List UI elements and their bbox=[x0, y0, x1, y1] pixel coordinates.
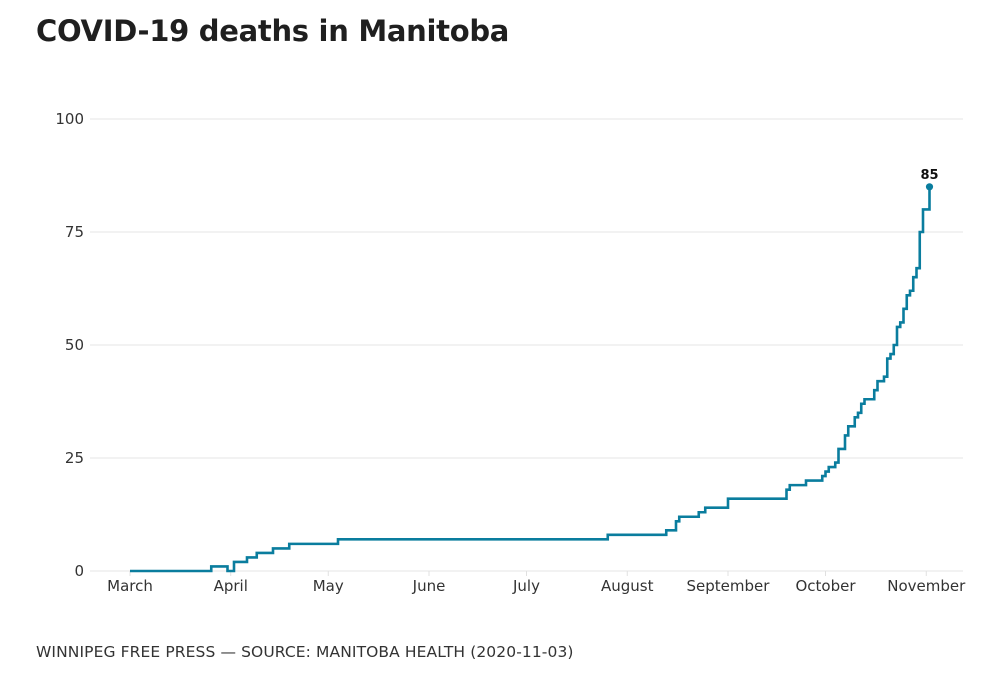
last-value-label: 85 bbox=[920, 168, 938, 183]
x-tick-label: July bbox=[512, 577, 540, 595]
annotations: 85 bbox=[920, 168, 939, 191]
y-tick-label: 100 bbox=[55, 110, 84, 128]
x-tick-label: March bbox=[107, 577, 153, 595]
y-tick-label: 75 bbox=[65, 223, 84, 241]
x-tick-label: May bbox=[313, 577, 344, 595]
x-tick-label: October bbox=[795, 577, 856, 595]
gridlines bbox=[90, 118, 963, 572]
x-tick-label: June bbox=[412, 577, 446, 595]
x-tick-label: April bbox=[214, 577, 248, 595]
y-axis: 0 25 50 75 100 bbox=[55, 110, 84, 580]
chart-title: COVID-19 deaths in Manitoba bbox=[36, 14, 510, 48]
x-axis: March April May June July August September Octo… bbox=[107, 571, 966, 595]
source-note: WINNIPEG FREE PRESS — SOURCE: MANITOBA H… bbox=[36, 643, 574, 661]
y-tick-label: 25 bbox=[65, 449, 84, 467]
last-value-dot bbox=[925, 183, 934, 191]
x-tick-label: November bbox=[887, 577, 966, 595]
y-tick-label: 50 bbox=[65, 336, 84, 354]
y-tick-label: 0 bbox=[74, 562, 84, 580]
x-tick-label: September bbox=[687, 577, 771, 595]
deaths-line bbox=[130, 186, 931, 573]
x-tick-label: August bbox=[601, 577, 654, 595]
